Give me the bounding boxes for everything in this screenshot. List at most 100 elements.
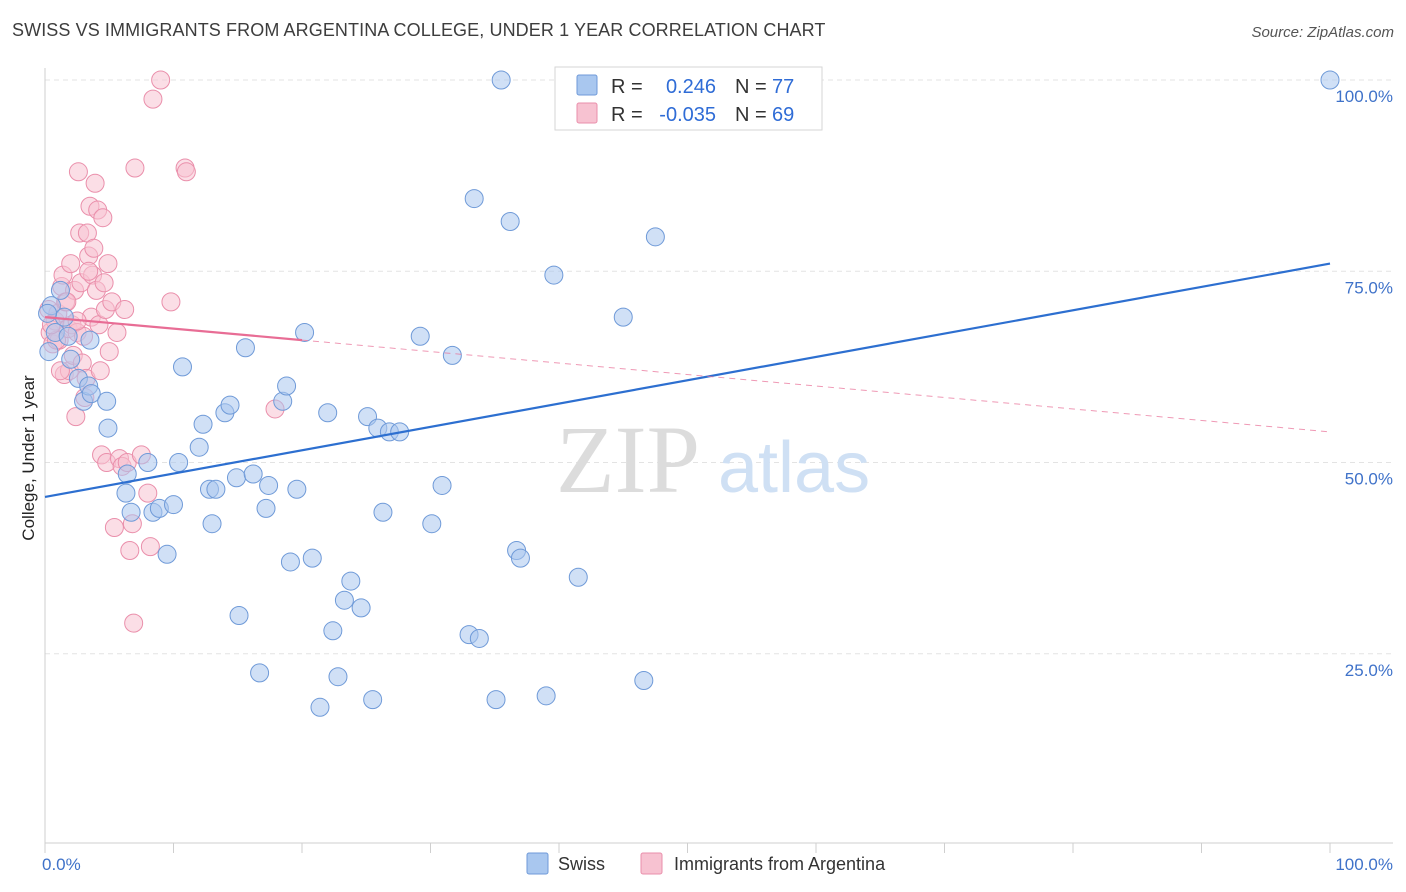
bottom-legend-swatch-argentina (640, 852, 663, 875)
swiss-point (491, 70, 511, 90)
swiss-point (157, 544, 177, 564)
swiss-point (645, 227, 665, 247)
swiss-point (613, 307, 633, 327)
series-argentina-points (39, 70, 285, 633)
swiss-point (1320, 70, 1340, 90)
swiss-point (536, 686, 556, 706)
argentina-point (120, 540, 140, 560)
bottom-legend-label-argentina: Immigrants from Argentina (674, 854, 886, 874)
swiss-point (38, 303, 58, 323)
argentina-point (151, 70, 171, 90)
legend-r-label-argentina: R = (611, 104, 643, 126)
swiss-point (318, 403, 338, 423)
legend-r-value-swiss: 0.246 (666, 76, 716, 98)
swiss-point (544, 265, 564, 285)
swiss-point (469, 628, 489, 648)
argentina-point (143, 89, 163, 109)
argentina-point (66, 407, 86, 427)
bottom-legend-label-swiss: Swiss (558, 854, 605, 874)
swiss-point (50, 280, 70, 300)
swiss-point (202, 514, 222, 534)
swiss-point (54, 307, 74, 327)
swiss-point (259, 475, 279, 495)
swiss-point (323, 621, 343, 641)
y-tick-label: 25.0% (1345, 661, 1393, 680)
y-tick-labels: 25.0% 50.0% 75.0% 100.0% (1335, 87, 1393, 680)
source-label: Source: ZipAtlas.com (1251, 24, 1394, 41)
swiss-point (250, 663, 270, 683)
y-tick-label: 50.0% (1345, 470, 1393, 489)
argentina-point (107, 322, 127, 342)
swiss-point (464, 189, 484, 209)
swiss-point (226, 468, 246, 488)
trend-line-argentina (44, 316, 303, 342)
swiss-point (422, 514, 442, 534)
swiss-point (81, 384, 101, 404)
legend-swatch-argentina (576, 102, 598, 124)
x-tick-labels: 0.0% 100.0% (42, 855, 1393, 874)
bottom-legend-swatch-swiss (526, 852, 549, 875)
correlation-legend: R = 0.246 N = 77 R = -0.035 N = 69 (554, 66, 823, 131)
swiss-point (280, 552, 300, 572)
series-legend: Swiss Immigrants from Argentina (526, 852, 886, 875)
swiss-point (310, 697, 330, 717)
trend-line-extension-argentina (301, 339, 1331, 433)
swiss-point (116, 483, 136, 503)
x-tick-label: 100.0% (1335, 855, 1393, 874)
argentina-point (84, 238, 104, 258)
swiss-point (39, 342, 59, 362)
argentina-point (176, 162, 196, 182)
argentina-point (99, 342, 119, 362)
swiss-point (334, 590, 354, 610)
argentina-point (125, 158, 145, 178)
swiss-point (351, 598, 371, 618)
argentina-point (138, 483, 158, 503)
argentina-point (140, 537, 160, 557)
legend-swatch-swiss (576, 74, 598, 96)
swiss-point (220, 395, 240, 415)
swiss-point (97, 391, 117, 411)
swiss-point (568, 567, 588, 587)
swiss-point (169, 453, 189, 472)
trend-lines (44, 262, 1331, 499)
swiss-point (138, 453, 158, 472)
y-tick-label: 100.0% (1335, 87, 1393, 106)
swiss-point (193, 414, 213, 434)
swiss-point (189, 437, 209, 457)
argentina-point (104, 518, 124, 538)
axes (44, 68, 1393, 853)
swiss-point (363, 690, 383, 710)
swiss-point (121, 502, 141, 522)
swiss-point (61, 349, 81, 369)
argentina-point (115, 300, 135, 319)
swiss-point (486, 690, 506, 710)
swiss-point (229, 606, 249, 625)
swiss-point (410, 326, 430, 346)
legend-n-label-swiss: N = (735, 76, 767, 98)
swiss-point (302, 548, 322, 568)
swiss-point (277, 376, 297, 396)
swiss-point (510, 548, 530, 568)
swiss-point (172, 357, 192, 377)
watermark-atlas: atlas (718, 428, 870, 508)
swiss-point (256, 498, 276, 518)
swiss-point (206, 479, 226, 499)
swiss-point (442, 345, 462, 365)
chart-title: SWISS VS IMMIGRANTS FROM ARGENTINA COLLE… (12, 20, 826, 40)
swiss-point (243, 464, 263, 484)
swiss-point (80, 330, 100, 350)
legend-n-value-argentina: 69 (772, 104, 794, 126)
swiss-point (432, 475, 452, 495)
swiss-point (373, 502, 393, 522)
argentina-point (61, 254, 81, 274)
argentina-point (85, 173, 105, 193)
argentina-point (161, 292, 181, 312)
legend-r-value-argentina: -0.035 (659, 104, 716, 126)
swiss-point (164, 495, 183, 515)
swiss-point (634, 671, 654, 691)
argentina-point (93, 208, 113, 228)
swiss-point (98, 418, 118, 438)
argentina-point (68, 162, 88, 182)
legend-n-value-swiss: 77 (772, 76, 794, 98)
